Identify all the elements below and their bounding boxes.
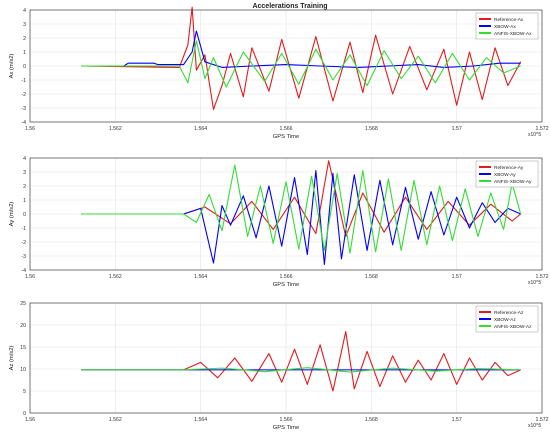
x-tick-label: 1.562: [109, 274, 122, 280]
legend-entry: Reference-Az: [494, 310, 524, 316]
y-tick-label: 25: [20, 301, 26, 307]
x-tick-label: 1.57: [452, 126, 462, 132]
x-tick-label: 1.564: [194, 417, 207, 423]
y-tick-label: 4: [23, 156, 26, 162]
chart-panel-2: 1.56 1.562 1.564 1.566 1.568 1.57 1.572 -4 -3 -2 -…: [9, 156, 549, 288]
x-tick-label: 1.568: [365, 417, 378, 423]
y-tick-label: 0: [23, 411, 26, 417]
y-tick-label: 3: [23, 22, 26, 28]
y-tick-label: 20: [20, 323, 26, 329]
x-tick-label: 1.566: [280, 274, 293, 280]
legend-entry: XBOW-Ay: [494, 172, 516, 178]
x-tick-label: 1.562: [109, 417, 122, 423]
axes-frame: [29, 157, 543, 271]
y-tick-label: -2: [21, 92, 26, 98]
x-tick-label: 1.566: [280, 126, 293, 132]
x-tick-label: 1.566: [280, 417, 293, 423]
figure-title: Accelerations Training: [252, 3, 327, 10]
y-tick-label: -2: [21, 240, 26, 246]
x-axis-label: GPS Time: [273, 425, 299, 431]
legend-entry: XBOW-Ax: [494, 24, 516, 30]
axes-frame: [29, 302, 543, 414]
series-line-3: [81, 40, 521, 88]
x-tick-label: 1.57: [452, 417, 462, 423]
x-tick-label: 1.564: [194, 274, 207, 280]
y-tick-label: 5: [23, 389, 26, 395]
series-line-1: [81, 6, 522, 110]
x-tick-label: 1.56: [25, 417, 35, 423]
y-tick-label: 3: [23, 170, 26, 176]
x-tick-label: 1.56: [25, 126, 35, 132]
y-tick-label: 10: [20, 367, 26, 373]
x-exponent-label: x10^5: [528, 423, 541, 429]
y-tick-label: 15: [20, 345, 26, 351]
legend-entry: ANFIS-XBOW-Ax: [494, 31, 532, 37]
series-line-1: [81, 331, 521, 392]
x-tick-label: 1.568: [365, 126, 378, 132]
y-tick-label: -3: [21, 106, 26, 112]
x-tick-label: 1.57: [452, 274, 462, 280]
y-tick-label: -1: [21, 78, 26, 84]
y-tick-label: 2: [23, 184, 26, 190]
legend-entry: Reference-Ax: [494, 17, 524, 23]
series-line-3: [81, 367, 521, 373]
y-tick-label: 0: [23, 64, 26, 70]
x-tick-label: 1.564: [194, 126, 207, 132]
chart-panel-1: 1.56 1.562 1.564 1.566 1.568 1.57 1.572 -4 -3 -2 -…: [9, 6, 549, 140]
y-tick-label: -4: [21, 120, 26, 126]
y-tick-label: -4: [21, 268, 26, 274]
x-axis-label: GPS Time: [273, 282, 299, 288]
y-tick-label: -1: [21, 226, 26, 232]
series-line-3: [81, 164, 522, 254]
x-tick-label: 1.572: [536, 417, 549, 423]
series-line-1: [81, 160, 522, 237]
legend-entry: XBOW-Az: [494, 317, 516, 323]
x-tick-label: 1.572: [536, 274, 549, 280]
x-tick-label: 1.572: [536, 126, 549, 132]
y-tick-label: -3: [21, 254, 26, 260]
x-tick-label: 1.568: [365, 274, 378, 280]
y-tick-label: 1: [23, 50, 26, 56]
y-axis-label: Ay (m/s2): [9, 202, 15, 227]
legend-entry: ANFIS-XBOW-Az: [494, 324, 532, 330]
x-tick-label: 1.56: [25, 274, 35, 280]
legend-entry: ANFIS-XBOW-Ay: [494, 179, 532, 185]
y-tick-label: 4: [23, 8, 26, 14]
y-tick-label: 0: [23, 212, 26, 218]
y-axis-label: Ax (m/s2): [9, 54, 15, 79]
legend-entry: Reference-Ay: [494, 165, 524, 171]
series-line-2: [81, 30, 521, 68]
y-tick-label: 2: [23, 36, 26, 42]
x-exponent-label: x10^5: [528, 280, 541, 286]
x-exponent-label: x10^5: [528, 132, 541, 138]
chart-panel-3: 1.56 1.562 1.564 1.566 1.568 1.57 1.572 0 5 10 15 2…: [9, 301, 549, 431]
x-axis-label: GPS Time: [273, 134, 299, 140]
x-tick-label: 1.562: [109, 126, 122, 132]
series-line-2: [81, 170, 521, 265]
axes-frame: [29, 9, 543, 123]
y-tick-label: 1: [23, 198, 26, 204]
panels: 1.56 1.562 1.564 1.566 1.568 1.57 1.572-4-3-2-…: [9, 6, 549, 431]
y-axis-label: Az (m/s2): [9, 346, 15, 371]
